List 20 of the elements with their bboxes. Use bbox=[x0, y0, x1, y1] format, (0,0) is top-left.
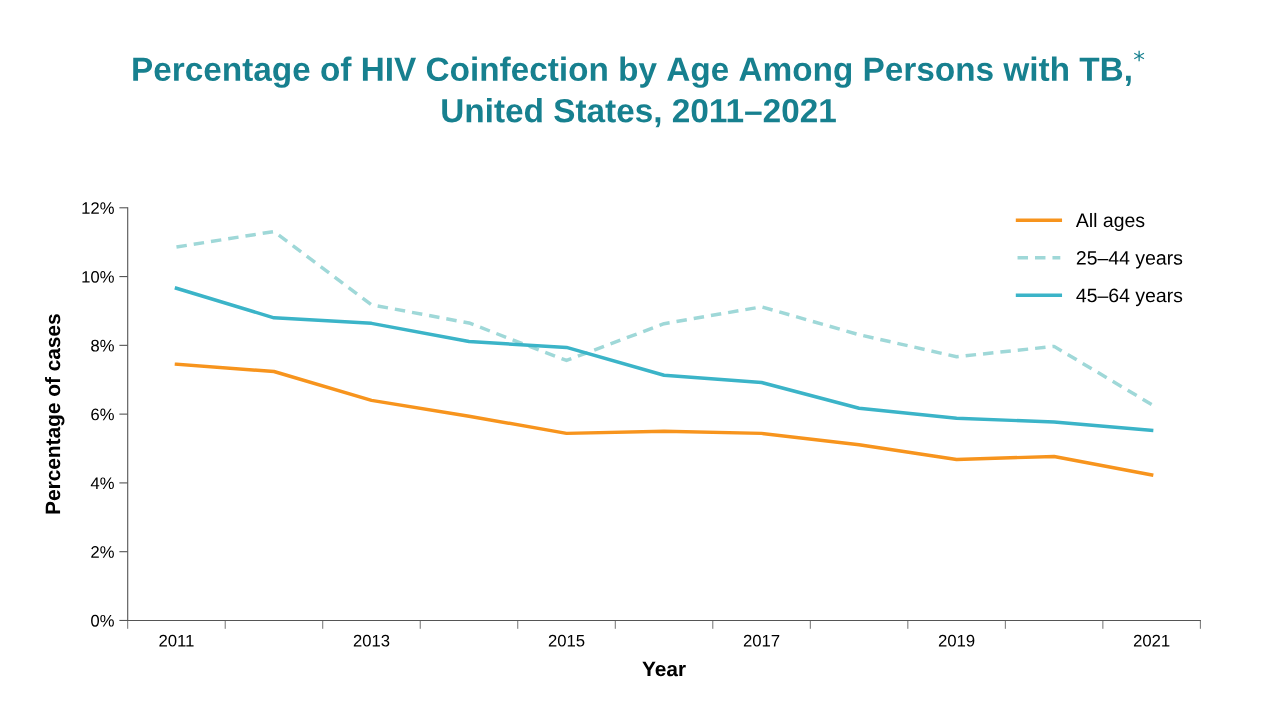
y-tick-label: 10% bbox=[82, 270, 114, 283]
chart-title: Percentage of HIV Coinfection by Age Among Persons with TB,$^{*}$ United States, 2011–2021 bbox=[133, 50, 1145, 128]
x-tick-label: 2019 bbox=[938, 634, 975, 647]
y-tick-label: 6% bbox=[91, 408, 114, 421]
x-tick-label: 2013 bbox=[353, 634, 390, 647]
x-tick-label: 2021 bbox=[1133, 634, 1170, 647]
y-tick-label: 4% bbox=[90, 477, 114, 490]
y-tick-label: 8% bbox=[91, 339, 114, 352]
legend-label: All ages bbox=[1075, 212, 1145, 232]
line-series bbox=[174, 362, 1154, 477]
x-axis-title: Year bbox=[642, 661, 686, 677]
y-tick-label: 12% bbox=[82, 202, 114, 214]
x-tick-label: 2011 bbox=[159, 634, 194, 647]
x-tick-label: 2015 bbox=[548, 634, 585, 647]
x-tick-label: 2017 bbox=[743, 634, 780, 647]
y-axis-title: Percentage of cases bbox=[44, 314, 65, 514]
y-tick-label: 2% bbox=[91, 546, 114, 558]
y-tick-label: 0% bbox=[91, 614, 114, 627]
legend-label: 45–64 years bbox=[1076, 288, 1183, 307]
legend-label: 25–44 years bbox=[1076, 250, 1183, 269]
